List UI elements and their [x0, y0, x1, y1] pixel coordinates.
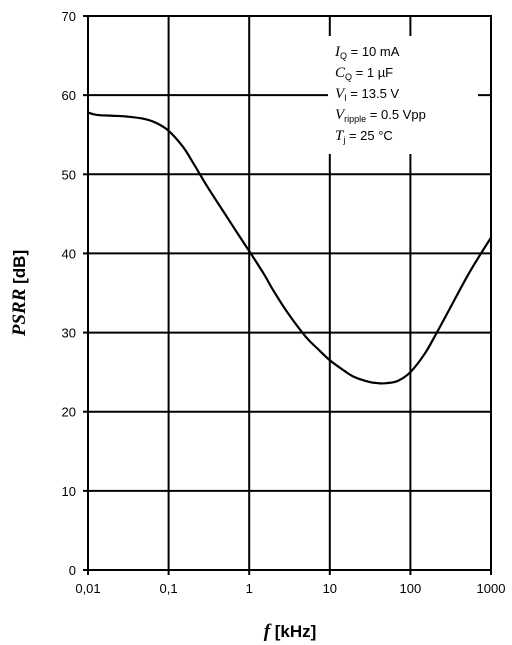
- x-tick-label: 1: [246, 581, 253, 596]
- annotation-subscript: Q: [345, 72, 352, 82]
- annotation-line: Vripple = 0.5 Vpp: [335, 107, 426, 124]
- annotation-value: = 1 µF: [352, 65, 393, 80]
- x-tick-label: 100: [400, 581, 422, 596]
- psrr-curve: [87, 111, 492, 385]
- y-tick-label: 10: [62, 484, 76, 499]
- annotation-symbol: C: [335, 65, 346, 81]
- y-axis-label: PSRR [dB]: [9, 250, 30, 337]
- y-axis-unit: [dB]: [10, 250, 29, 289]
- y-tick-label: 60: [62, 88, 76, 103]
- y-tick-label: 50: [62, 167, 76, 182]
- annotation-subscript: ripple: [344, 114, 366, 124]
- annotation-symbol: T: [335, 128, 345, 144]
- tick-labels: 0,01 0,1 1 10 100 1000 0 10 20 30 40 50 60 70: [62, 9, 506, 596]
- annotation-line: CQ = 1 µF: [335, 65, 393, 82]
- annotation-box: [328, 36, 478, 154]
- annotation-value: = 25 °C: [345, 128, 392, 143]
- annotation-value: = 13.5 V: [347, 86, 400, 101]
- y-tick-label: 0: [69, 563, 76, 578]
- annotation-subscript: I: [344, 93, 347, 103]
- x-tick-label: 0,1: [160, 581, 178, 596]
- x-tick-label: 10: [323, 581, 337, 596]
- annotation-subscript: j: [342, 135, 345, 145]
- x-tick-label: 0,01: [75, 581, 100, 596]
- x-axis-label: f [kHz]: [264, 621, 317, 642]
- annotation-line: Tj = 25 °C: [335, 128, 393, 145]
- annotation-symbol: I: [334, 44, 341, 60]
- annotation-line: IQ = 10 mA: [334, 44, 400, 61]
- y-tick-label: 40: [62, 246, 76, 261]
- annotation-line: VI = 13.5 V: [335, 86, 399, 103]
- y-axis-symbol: PSRR: [9, 289, 30, 338]
- annotation-value: = 0.5 Vpp: [366, 107, 426, 122]
- annotation-symbol: V: [335, 86, 346, 102]
- y-tick-label: 70: [62, 9, 76, 24]
- plot-frame: [87, 15, 492, 571]
- annotation-symbol: V: [335, 107, 346, 123]
- y-tick-label: 30: [62, 326, 76, 341]
- y-tick-label: 20: [62, 405, 76, 420]
- x-axis-symbol: f: [264, 621, 272, 642]
- annotation-value: = 10 mA: [347, 44, 400, 59]
- annotation-subscript: Q: [340, 51, 347, 61]
- x-axis-unit: [kHz]: [270, 622, 316, 641]
- x-tick-label: 1000: [477, 581, 506, 596]
